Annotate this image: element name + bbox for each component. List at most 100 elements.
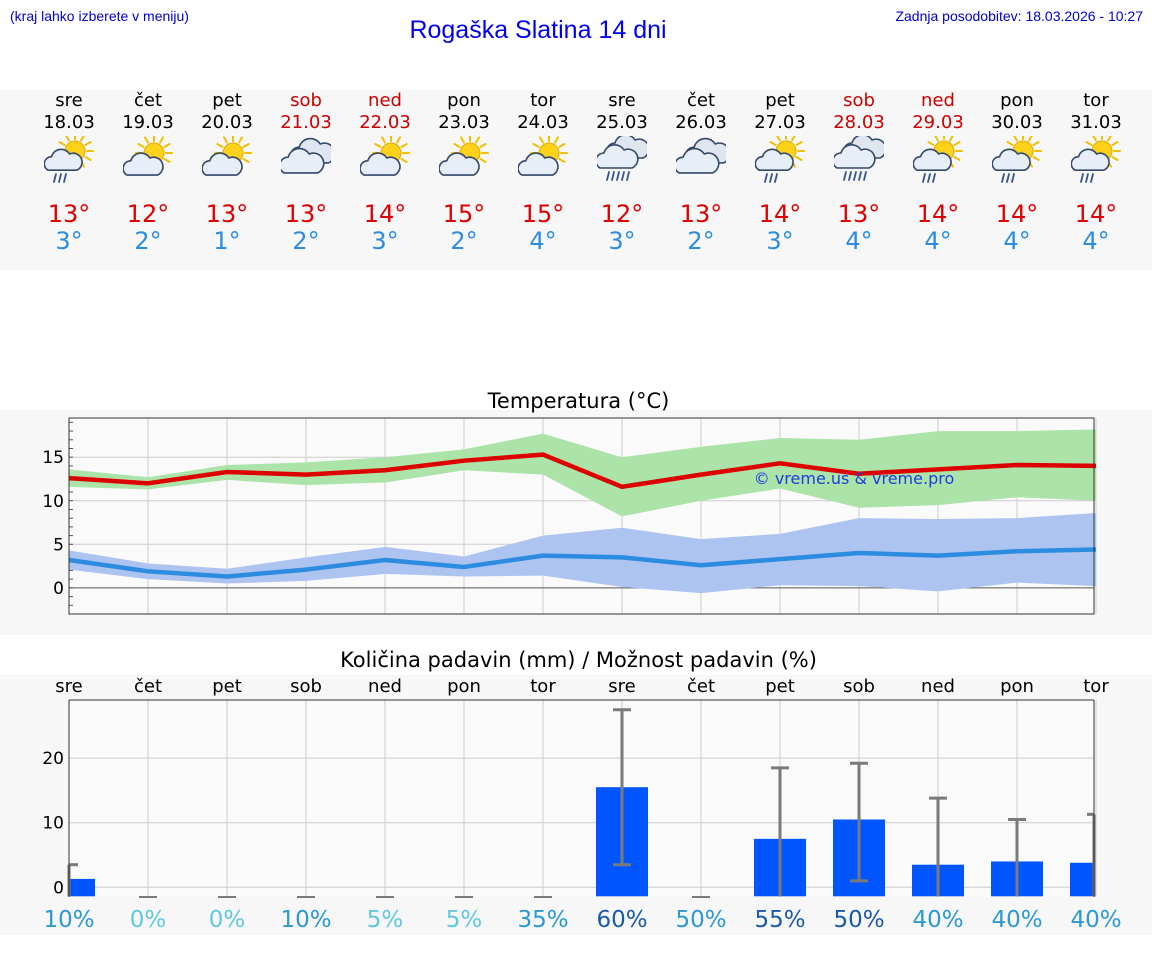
day-date: 30.03 [991, 112, 1043, 133]
day-date: 26.03 [675, 112, 727, 133]
weather-icon [123, 136, 173, 176]
weather-icon [834, 136, 884, 181]
last-updated: Zadnja posodobitev: 18.03.2026 - 10:27 [895, 8, 1143, 24]
weather-icon [281, 137, 331, 174]
temperature-chart-title: Temperatura (°C) [487, 389, 670, 413]
day-name: ned [368, 90, 402, 111]
day-label: sob [290, 676, 322, 697]
day-date: 24.03 [517, 112, 569, 133]
max-temperature: 15° [521, 200, 565, 228]
y-tick-label: 0 [53, 579, 64, 599]
weather-icon [44, 136, 94, 183]
watermark: © vreme.us & vreme.pro [754, 469, 955, 488]
probability-label: 50% [675, 907, 726, 933]
max-temperature: 13° [837, 200, 881, 228]
day-name: ned [921, 90, 955, 111]
sun-cloud-rain-icon [1071, 136, 1121, 183]
sun-cloud-icon [518, 136, 568, 176]
min-temperature: 2° [134, 227, 162, 255]
weather-icon [992, 136, 1042, 183]
min-temperature: 3° [766, 227, 794, 255]
day-date: 29.03 [912, 112, 964, 133]
max-temperature: 14° [363, 200, 407, 228]
day-date: 22.03 [359, 112, 411, 133]
probability-label: 0% [209, 907, 246, 933]
day-date: 19.03 [122, 112, 174, 133]
cloudy-icon [281, 137, 331, 174]
weather-icon [439, 136, 489, 176]
day-name: sob [290, 90, 322, 111]
day-name: čet [133, 90, 163, 111]
day-name: pon [447, 90, 481, 111]
day-date: 27.03 [754, 112, 806, 133]
day-label: pet [765, 676, 795, 697]
min-temperature: 2° [450, 227, 478, 255]
day-label: sre [55, 676, 82, 697]
tmax-line [68, 452, 1097, 490]
max-temperature: 12° [126, 200, 170, 228]
cloud-rain-icon [834, 136, 884, 181]
probability-label: 40% [1070, 907, 1121, 933]
min-temperature: 3° [608, 227, 636, 255]
day-date: 18.03 [43, 112, 95, 133]
forecast-strip: sre 18.03 13° 3° čet 19.03 12° 2° pet 20.03 13° 1° s… [0, 90, 1152, 270]
day-name: sre [608, 90, 636, 111]
sun-cloud-rain-icon [44, 136, 94, 183]
day-label: pet [212, 676, 242, 697]
max-temperature: 13° [284, 200, 328, 228]
weather-icon [1071, 136, 1121, 183]
y-tick-label: 20 [42, 749, 64, 769]
day-label: čet [134, 676, 162, 697]
probability-label: 10% [43, 907, 94, 933]
probability-label: 10% [280, 907, 331, 933]
weather-icon [518, 136, 568, 176]
day-date: 21.03 [280, 112, 332, 133]
probability-label: 60% [596, 907, 647, 933]
day-label: ned [368, 676, 402, 697]
day-label: sob [843, 676, 875, 697]
day-date: 28.03 [833, 112, 885, 133]
day-name: sre [55, 90, 83, 111]
cloud-rain-icon [597, 136, 647, 181]
page-title: Rogaška Slatina 14 dni [409, 16, 667, 44]
max-temperature: 13° [679, 200, 723, 228]
weather-icon [913, 136, 963, 183]
day-name: čet [686, 90, 716, 111]
day-name: pet [212, 90, 242, 111]
sun-cloud-icon [123, 136, 173, 176]
min-temperature: 3° [55, 227, 83, 255]
tmin-range-band [69, 512, 1096, 594]
sun-cloud-rain-icon [755, 136, 805, 183]
day-date: 20.03 [201, 112, 253, 133]
min-temperature: 3° [371, 227, 399, 255]
min-temperature: 1° [213, 227, 241, 255]
precipitation-chart-title: Količina padavin (mm) / Možnost padavin … [340, 648, 817, 672]
precipitation-chart: 0 10 20 sre 10% čet 0% pet 0% sob 10% ned 5% pon 5% tor… [42, 648, 1121, 933]
max-temperature: 14° [995, 200, 1039, 228]
probability-label: 40% [912, 907, 963, 933]
min-temperature: 4° [924, 227, 952, 255]
day-name: tor [530, 90, 556, 111]
temperature-chart: 0 5 10 15 Temperatura (°C) © vreme.us & vreme… [42, 389, 1097, 615]
day-date: 31.03 [1070, 112, 1122, 133]
max-temperature: 12° [600, 200, 644, 228]
sun-cloud-rain-icon [992, 136, 1042, 183]
min-temperature: 2° [687, 227, 715, 255]
probability-label: 35% [517, 907, 568, 933]
y-tick-label: 5 [53, 535, 64, 555]
weather-icon [597, 136, 647, 181]
day-label: pon [447, 676, 481, 697]
cloudy-icon [676, 137, 726, 174]
max-temperature: 13° [205, 200, 249, 228]
day-label: tor [530, 676, 556, 697]
probability-label: 50% [833, 907, 884, 933]
day-date: 23.03 [438, 112, 490, 133]
day-label: tor [1083, 676, 1109, 697]
sun-cloud-icon [202, 136, 252, 176]
min-temperature: 4° [1082, 227, 1110, 255]
weather-icon [202, 136, 252, 176]
weather-icon [676, 137, 726, 174]
weather-icon [360, 136, 410, 176]
precipitation-bar [1070, 862, 1094, 897]
